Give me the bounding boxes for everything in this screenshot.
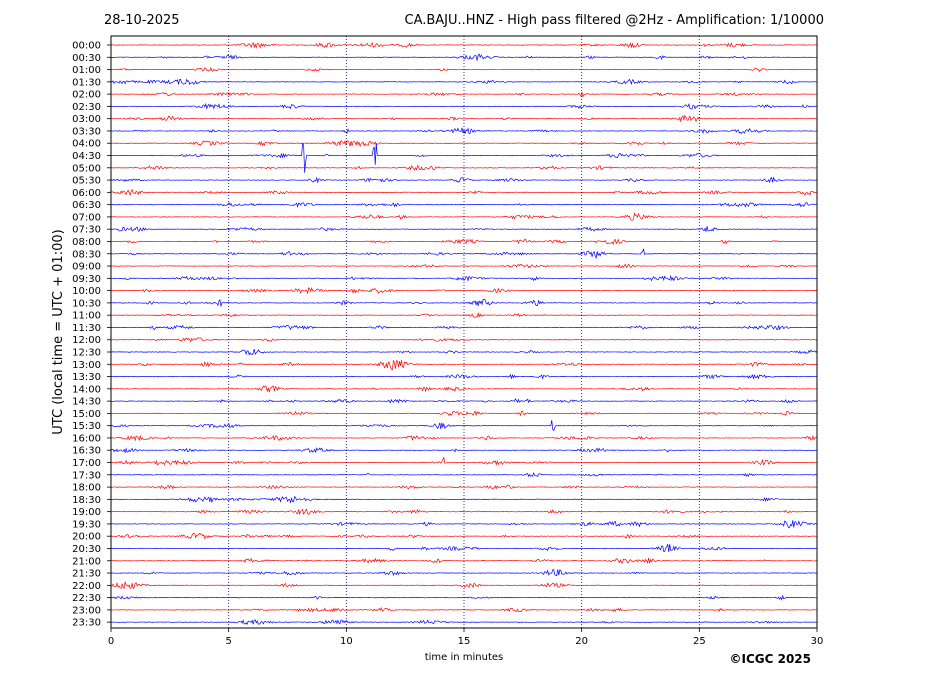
row-label: 07:00 [72,212,101,223]
trace-row [110,569,818,577]
row-label: 00:30 [72,53,101,64]
row-label: 17:00 [72,458,101,469]
trace-row [110,532,818,540]
trace-row [110,176,818,184]
trace-row [110,495,818,503]
row-label: 06:30 [72,200,101,211]
row-label: 20:00 [72,532,101,543]
row-label: 10:30 [72,298,101,309]
row-label: 19:00 [72,507,101,518]
copyright-label: ©ICGC 2025 [729,652,811,666]
row-label: 12:00 [72,335,101,346]
row-label: 01:30 [72,77,101,88]
chart-title: CA.BAJU..HNZ - High pass filtered @2Hz -… [405,13,825,28]
trace-row [110,286,818,294]
row-label: 23:30 [72,618,101,629]
x-tick-label: 0 [108,636,114,647]
row-label: 00:00 [72,41,101,52]
date-label: 28-10-2025 [104,13,180,28]
row-label: 17:30 [72,470,101,481]
y-axis-label: UTC (local time = UTC + 01:00) [51,229,66,434]
x-axis-ticks: 0 5 10 15 20 25 30 [108,628,824,647]
trace-row [110,544,818,553]
trace-row [110,298,818,307]
row-label: 15:00 [72,409,101,420]
x-tick-label: 30 [811,636,824,647]
x-tick-label: 15 [458,636,471,647]
trace-row [110,456,818,466]
trace-row [110,484,818,490]
trace-row [110,398,818,404]
trace-row [111,557,818,564]
row-label: 05:30 [72,176,101,187]
trace-row [110,263,818,269]
x-tick-label: 20 [575,636,588,647]
trace-row [110,619,818,625]
row-label: 18:00 [72,483,101,494]
row-label: 11:00 [72,311,101,322]
row-label: 09:00 [72,262,101,273]
row-label: 02:30 [72,102,101,113]
row-label: 08:30 [72,249,101,260]
trace-row [110,91,818,98]
trace-row [110,139,818,148]
trace-row [110,508,817,516]
row-label: 22:00 [72,581,101,592]
row-label: 15:30 [72,421,101,432]
row-label: 03:30 [72,126,101,137]
trace-row [110,226,818,233]
row-label: 12:30 [72,348,101,359]
row-label: 04:30 [72,151,101,162]
row-label: 20:30 [72,544,101,555]
row-label: 21:00 [72,556,101,567]
trace-row [110,520,818,529]
trace-row [110,248,818,260]
row-label: 22:30 [72,593,101,604]
row-label: 10:00 [72,286,101,297]
row-label: 03:00 [72,114,101,125]
row-label: 13:00 [72,360,101,371]
trace-row [110,114,818,123]
row-label: 16:00 [72,433,101,444]
row-label: 04:00 [72,139,101,150]
row-label: 19:30 [72,519,101,530]
row-label: 16:30 [72,446,101,457]
row-label: 05:00 [72,163,101,174]
x-tick-label: 10 [340,636,353,647]
x-tick-label: 5 [225,636,231,647]
row-label: 14:00 [72,384,101,395]
row-label: 09:30 [72,274,101,285]
row-label: 21:30 [72,569,101,580]
x-tick-label: 25 [693,636,706,647]
row-label: 06:00 [72,188,101,199]
trace-row [110,420,818,432]
trace-row [110,238,818,246]
trace-row [110,274,818,282]
row-label: 02:00 [72,90,101,101]
row-label: 07:30 [72,225,101,236]
trace-row [110,385,818,393]
row-label: 14:30 [72,397,101,408]
row-label: 08:00 [72,237,101,248]
row-label: 11:30 [72,323,101,334]
x-axis-label: time in minutes [425,652,504,663]
plot-frame [110,35,818,629]
row-label: 01:00 [72,65,101,76]
row-label: 18:30 [72,495,101,506]
trace-row [110,164,818,171]
row-label: 13:30 [72,372,101,383]
trace-row [110,360,818,371]
row-label: 23:00 [72,605,101,616]
minute-gridlines [228,36,700,628]
